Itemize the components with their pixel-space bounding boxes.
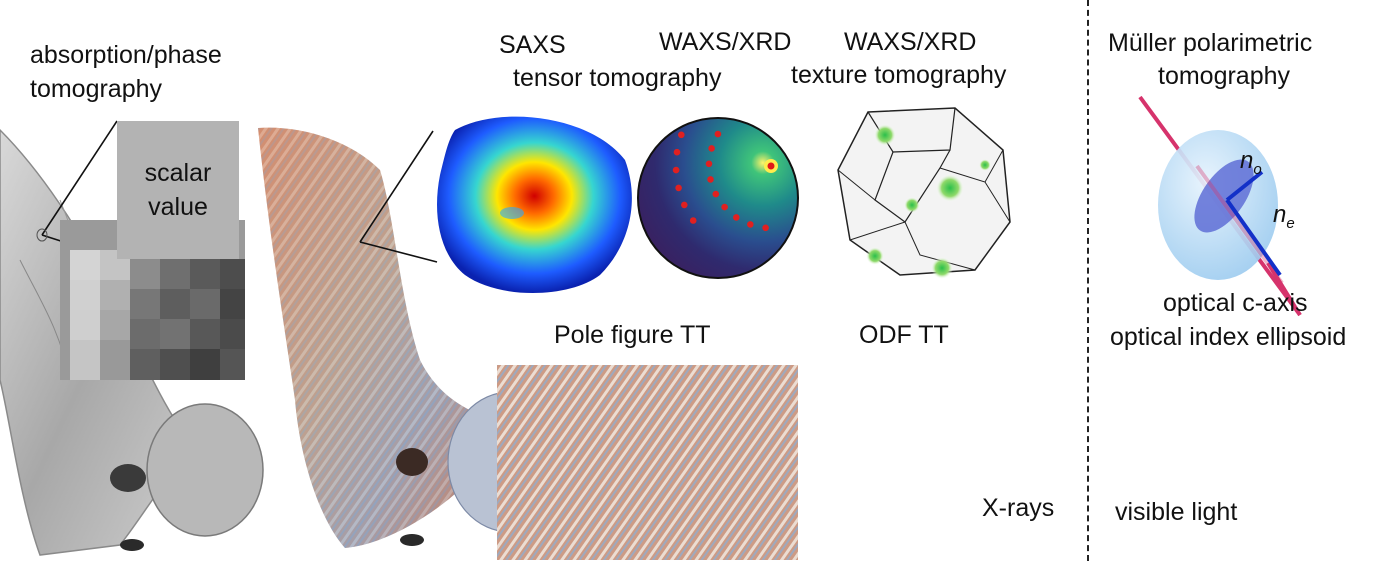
x-ray-visible-divider [1087,0,1089,561]
n-o-symbol: no [1240,147,1262,178]
pole-point [673,148,681,156]
texture-tomography-label: texture tomography [791,61,1007,89]
pole-figure-tt-label: Pole figure TT [554,321,711,349]
pole-figure-disc [637,117,799,279]
fiber-texture-image [497,365,798,560]
muller-label-line2: tomography [1158,62,1291,90]
absorption-phase-label-line2: tomography [30,75,163,103]
absorption-phase-label-line1: absorption/phase [30,41,222,69]
pole-point [714,130,722,138]
x-rays-label: X-rays [982,494,1055,522]
tensor-tomography-label: tensor tomography [513,64,722,92]
scalar-label-line2: value [148,193,208,221]
optical-ellipsoid-diagram [1138,95,1302,317]
waxs-xrd-label-1: WAXS/XRD [659,28,792,56]
scalar-label-line1: scalar [144,159,212,187]
optical-index-ellipsoid-label: optical index ellipsoid [1110,323,1347,351]
saxs-scattering-volume [437,116,632,294]
odf-polyhedron [837,107,1011,279]
scalar-value-box: scalar value [117,121,239,259]
pole-point [672,166,680,174]
muller-label-line1: Müller polarimetric [1108,29,1313,57]
saxs-label: SAXS [499,31,566,59]
pole-point [707,176,714,183]
pole-point [689,217,697,224]
pole-point [705,160,713,168]
optical-c-axis-label: optical c-axis [1163,289,1308,317]
pole-point [675,184,682,192]
odf-tt-label: ODF TT [859,321,949,349]
pole-point [681,201,688,209]
pole-point [678,131,685,139]
pole-point [747,221,754,228]
pole-point [712,190,720,198]
visible-light-label: visible light [1115,498,1238,526]
pole-point [721,203,728,211]
pole-point [708,145,715,152]
n-e-symbol: ne [1273,201,1295,232]
pole-point [733,214,740,221]
waxs-xrd-label-2: WAXS/XRD [844,28,977,56]
pole-point [762,224,769,232]
